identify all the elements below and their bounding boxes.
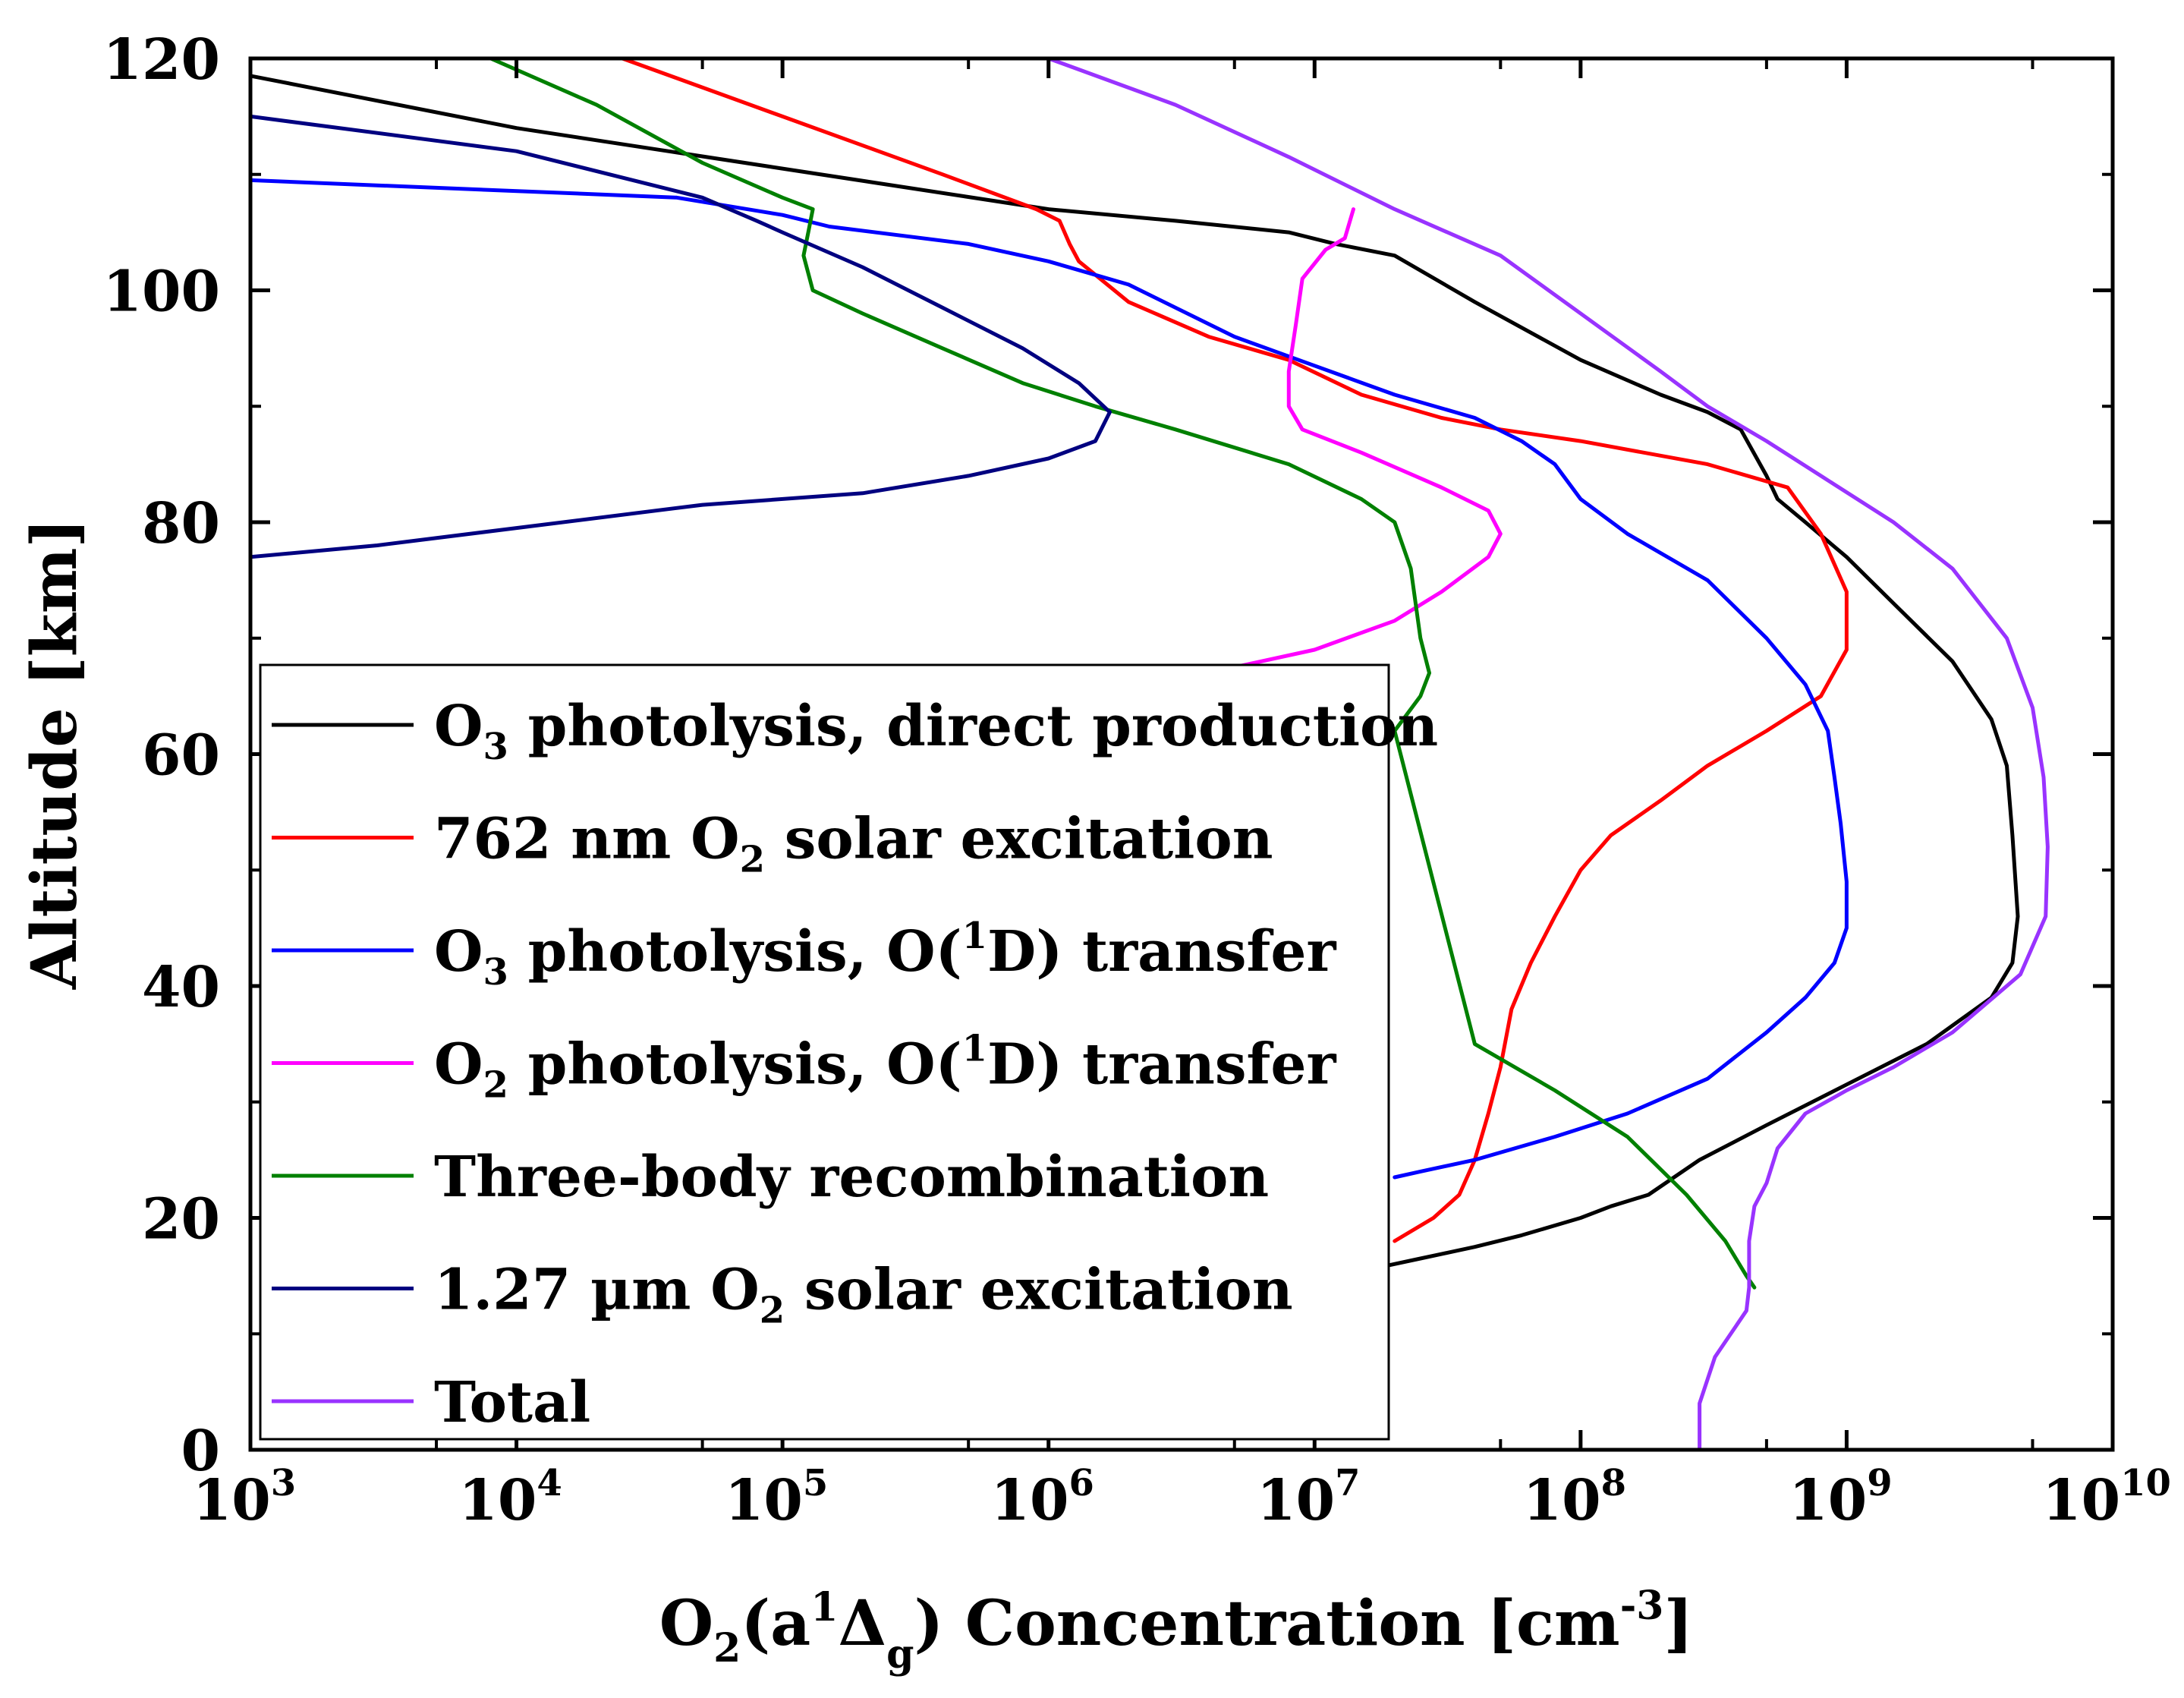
x-tick-base: 10 (193, 1468, 271, 1533)
x-tick-exp: 7 (1335, 1462, 1360, 1504)
x-tick-exp: 8 (1601, 1462, 1626, 1504)
y-tick-label: 40 (142, 955, 220, 1020)
legend-label-s_threebody: Three-body recombination (434, 1145, 1269, 1210)
legend-subscript: 2 (483, 1064, 508, 1107)
x-tick-label: 108 (1523, 1462, 1626, 1533)
x-tick-exp: 5 (803, 1462, 828, 1504)
x-tick-base: 10 (458, 1468, 537, 1533)
legend-text-part: solar excitation (785, 1258, 1293, 1323)
legend-text-part: O (434, 919, 483, 984)
x-axis-title-part: ) Concentration [cm (914, 1587, 1619, 1660)
legend-subscript: 3 (483, 951, 508, 994)
x-tick-base: 10 (1257, 1468, 1335, 1533)
x-axis-title-part: ] (1663, 1587, 1693, 1660)
y-tick-label: 120 (103, 27, 220, 93)
x-axis-title-part: O (659, 1587, 713, 1660)
x-tick-exp: 4 (537, 1462, 562, 1504)
x-tick-label: 103 (193, 1462, 296, 1533)
x-tick-label: 104 (458, 1462, 562, 1533)
y-tick-label: 60 (142, 723, 220, 789)
legend-text-part: O (434, 694, 483, 759)
legend-text-part: Three-body recombination (434, 1145, 1269, 1210)
x-axis-title-part: Δ (838, 1587, 886, 1660)
x-axis-title-sub: g (886, 1631, 914, 1678)
x-tick-base: 10 (725, 1468, 803, 1533)
series-line-s_o3_direct (250, 74, 2020, 1269)
x-tick-exp: 9 (1867, 1462, 1892, 1504)
legend-text-part: photolysis, direct production (508, 694, 1438, 759)
legend-subscript: 3 (483, 726, 508, 768)
legend-label-s_total: Total (434, 1370, 590, 1435)
legend-subscript: 2 (760, 1290, 785, 1332)
legend-text-part: D) transfer (987, 919, 1336, 984)
legend-label-s_762: 762 nm O2 solar excitation (434, 807, 1273, 881)
x-axis-title-part: (a (741, 1587, 810, 1660)
x-tick-label: 109 (1789, 1462, 1892, 1533)
series-line-s_threebody (489, 58, 1757, 1290)
legend-text-part: photolysis, O( (508, 919, 962, 984)
legend-label-s_o2_o1d: O2 photolysis, O(1D) transfer (434, 1028, 1336, 1107)
x-axis-title-sup: -3 (1620, 1583, 1664, 1629)
legend-label-s_o3_o1d: O3 photolysis, O(1D) transfer (434, 915, 1336, 994)
x-tick-label: 105 (725, 1462, 828, 1533)
legend-box (259, 663, 1390, 1441)
legend-superscript: 1 (962, 915, 987, 957)
x-tick-exp: 10 (2120, 1462, 2171, 1504)
legend-text-part: 762 nm O (434, 807, 740, 872)
x-tick-base: 10 (1523, 1468, 1601, 1533)
legend-text-part: photolysis, O( (508, 1032, 962, 1098)
x-tick-label: 107 (1257, 1462, 1360, 1533)
x-axis-title-sup: 1 (810, 1584, 838, 1630)
x-axis-title: O2(a1Δg) Concentration [cm-3] (659, 1583, 1694, 1678)
x-tick-exp: 6 (1069, 1462, 1094, 1504)
x-tick-base: 10 (2042, 1468, 2120, 1533)
legend-text-part: solar excitation (765, 807, 1273, 872)
x-tick-label: 106 (991, 1462, 1094, 1533)
series-line-s_total (1046, 58, 2050, 1450)
legend-text-part: O (434, 1032, 483, 1098)
y-tick-label: 20 (142, 1187, 220, 1252)
x-tick-base: 10 (1789, 1468, 1867, 1533)
y-tick-label: 0 (181, 1419, 221, 1484)
legend-text-part: D) transfer (987, 1032, 1336, 1098)
legend-label-s_127: 1.27 µm O2 solar excitation (434, 1258, 1293, 1332)
series-line-s_o3_o1d (250, 178, 1849, 1180)
series-line-s_127 (250, 114, 1112, 559)
series-line-s_762 (620, 58, 1849, 1243)
legend-text-part: 1.27 µm O (434, 1258, 760, 1323)
series-layer (250, 58, 2050, 1450)
legend-superscript: 1 (962, 1028, 987, 1070)
y-tick-label: 80 (142, 491, 220, 556)
y-tick-label: 100 (103, 260, 220, 325)
y-axis-title: Altitude [km] (18, 518, 91, 991)
legend-label-s_o3_direct: O3 photolysis, direct production (434, 694, 1438, 768)
legend-text-part: Total (434, 1370, 590, 1435)
x-axis-title-sub: 2 (713, 1625, 741, 1671)
x-tick-base: 10 (991, 1468, 1069, 1533)
x-tick-exp: 3 (271, 1462, 296, 1504)
legend-subscript: 2 (740, 839, 765, 881)
x-tick-label: 1010 (2042, 1462, 2171, 1533)
series-line-s_o2_o1d (1173, 207, 1503, 681)
